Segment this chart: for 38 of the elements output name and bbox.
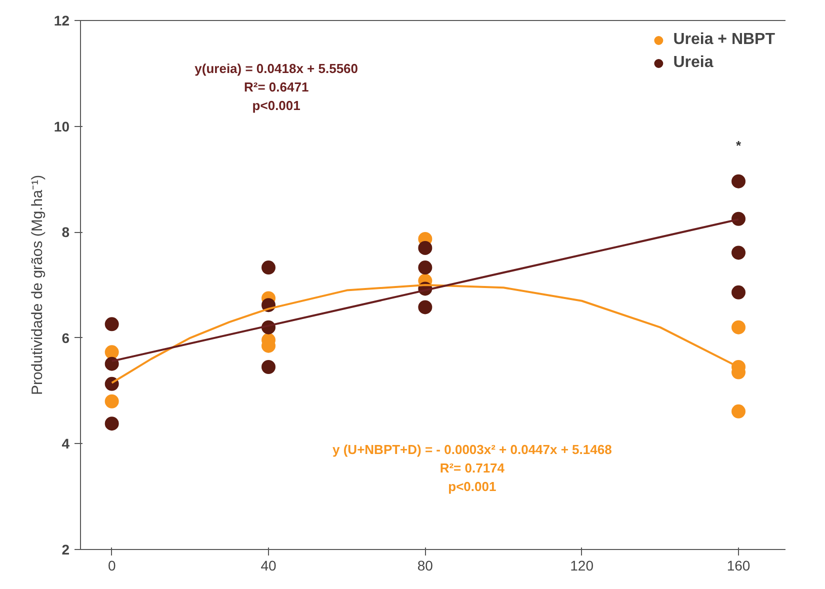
y-tick-label: 6 — [62, 330, 70, 346]
x-tick-label: 120 — [570, 558, 594, 574]
point — [104, 317, 119, 332]
y-axis-title: Produtividade de grãos (Mg.ha⁻¹) — [28, 174, 46, 396]
point — [732, 320, 746, 334]
y-tick-label: 8 — [62, 224, 70, 240]
annotation: y (U+NBPT+D) = - 0.0003x² + 0.0447x + 5.1468 — [332, 442, 612, 457]
x-tick-label: 160 — [726, 558, 750, 574]
annotation: p<0.001 — [252, 98, 300, 114]
point — [732, 404, 746, 418]
annotation: p<0.001 — [448, 478, 496, 494]
annotation: * — [736, 138, 742, 153]
y-tick-label: 12 — [54, 12, 70, 28]
point — [418, 300, 432, 314]
point — [732, 246, 746, 260]
y-tick-label: 4 — [62, 436, 70, 452]
y-tick-label: 2 — [62, 542, 70, 558]
point — [732, 285, 746, 300]
point — [104, 376, 119, 391]
legend-label: Ureia — [673, 54, 714, 72]
x-tick-label: 40 — [260, 558, 276, 574]
legend-label: Ureia + NBPT — [673, 31, 775, 49]
point — [104, 356, 119, 371]
x-tick-label: 80 — [417, 558, 434, 574]
point — [262, 360, 276, 374]
point — [104, 394, 119, 408]
point — [418, 240, 432, 255]
y-tick-label: 10 — [54, 118, 70, 134]
point — [732, 212, 746, 226]
annotation: R²= 0.7174 — [440, 460, 506, 476]
annotation: y(ureia) = 0.0418x + 5.5560 — [194, 61, 358, 76]
point — [262, 260, 276, 275]
point — [418, 260, 432, 275]
annotation: R²= 0.6471 — [244, 80, 309, 95]
point — [732, 174, 746, 188]
point — [104, 345, 119, 360]
x-tick-label: 0 — [108, 558, 116, 574]
point — [104, 416, 119, 431]
